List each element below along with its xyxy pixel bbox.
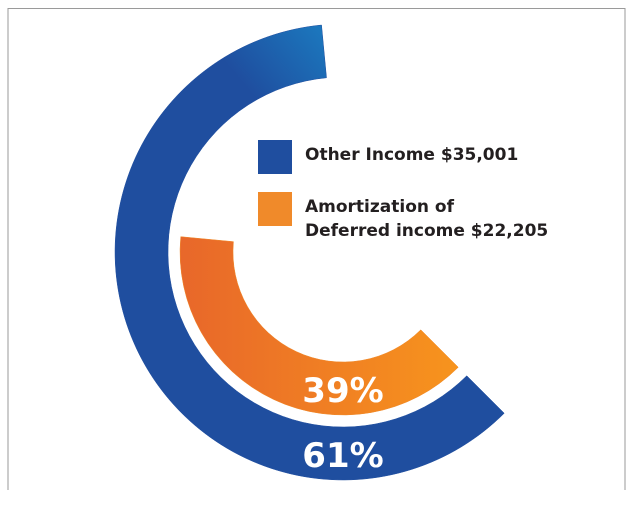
arc-bar: [179, 236, 459, 416]
legend-swatch: [258, 192, 292, 226]
legend-label: Amortization of Deferred income $22,205: [305, 197, 549, 241]
value-label: 39%: [302, 371, 383, 411]
legend-label: Other Income $35,001: [305, 145, 519, 165]
arc-bar: [114, 24, 505, 481]
legend-swatch: [258, 140, 292, 174]
value-label: 61%: [302, 436, 383, 476]
frame: [7, 8, 626, 490]
